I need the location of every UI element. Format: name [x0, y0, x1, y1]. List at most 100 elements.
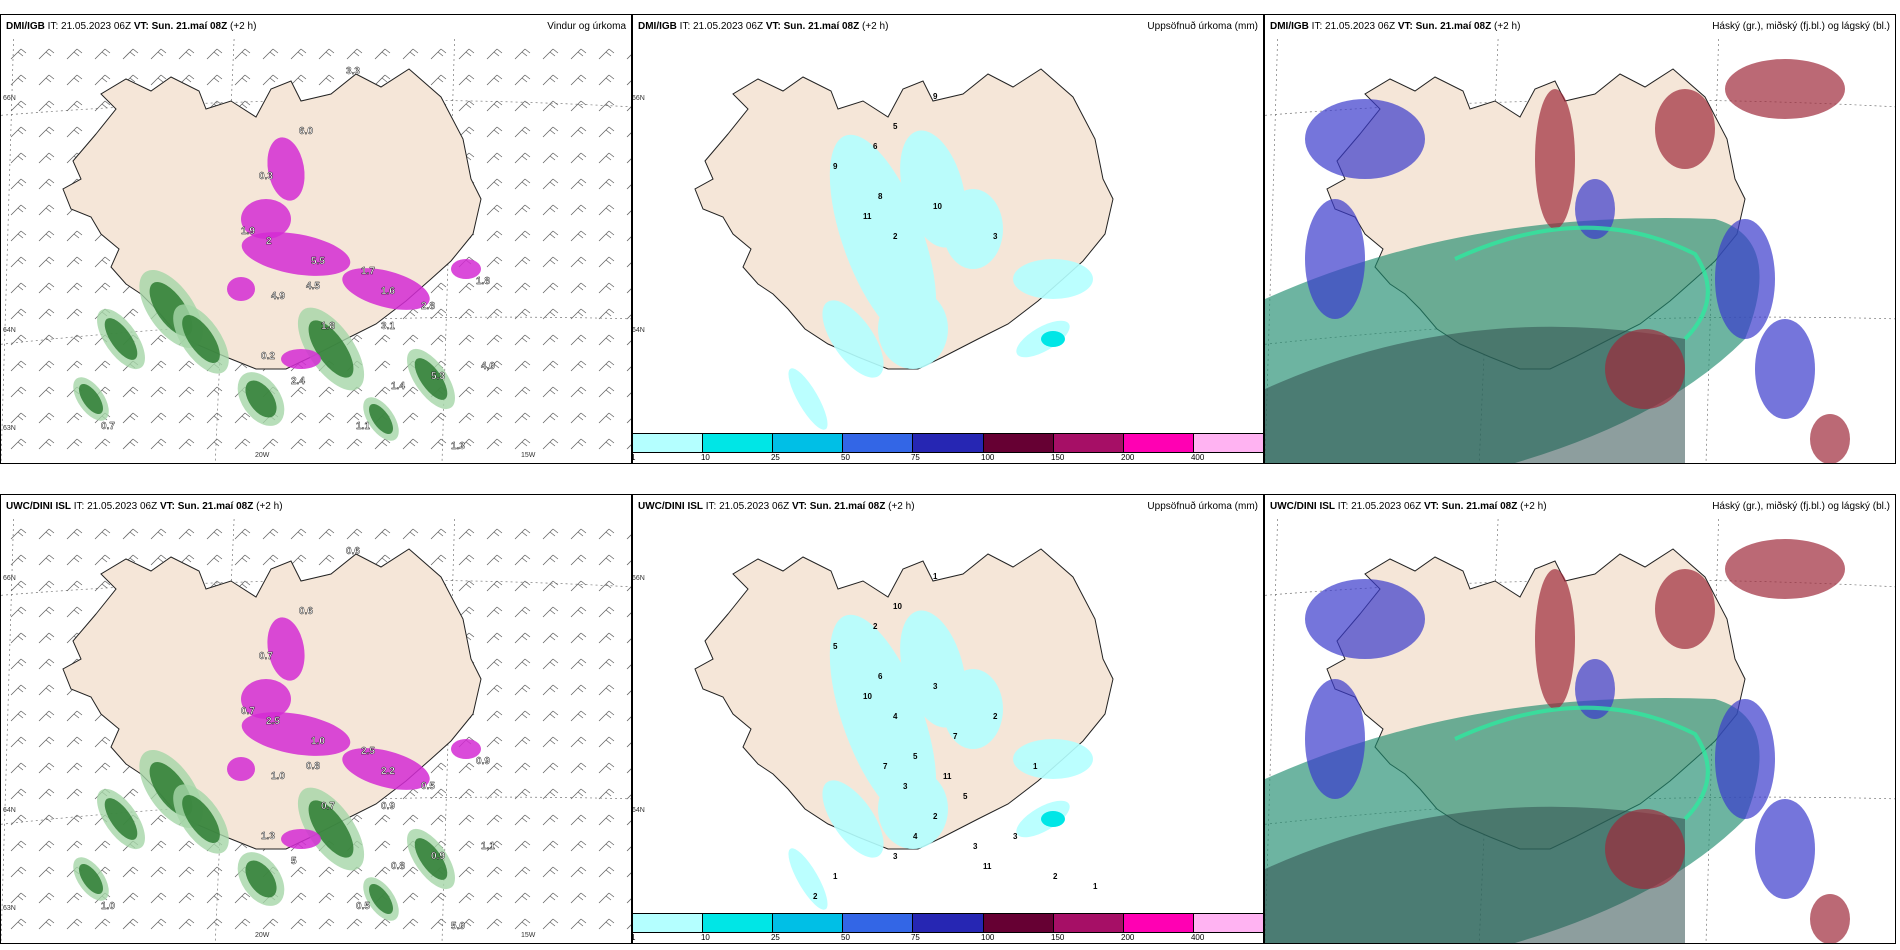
init-time: 21.05.2023 06Z — [61, 21, 132, 32]
precip-value-label: 1.0 — [311, 736, 325, 747]
lon-label-20w: 20W — [255, 452, 270, 459]
valid-time-label: VT: — [1423, 501, 1439, 512]
valid-time: Sun. 21.maí 08Z — [1415, 21, 1492, 32]
lon-label-20w: 20W — [255, 932, 270, 939]
precip-value-label: 4.0 — [481, 361, 495, 372]
mid-cloud-area — [1305, 679, 1365, 799]
colorbar-tick-label: 75 — [910, 453, 920, 462]
high-cloud-area — [1725, 59, 1845, 119]
precip-value-label: 1.1 — [481, 841, 495, 852]
accum-precip-peak — [1041, 811, 1065, 827]
lon-label-15w: 15W — [521, 932, 536, 939]
precip-value-label: 4.9 — [271, 291, 285, 302]
precip-value-label: 5.0 — [451, 921, 465, 932]
high-cloud-area — [1535, 89, 1575, 229]
precip-value-label: 0.7 — [241, 706, 255, 717]
colorbar: 1 10 25 50 75 100 150 200 400 — [633, 913, 1263, 943]
lead-time: (+2 h) — [256, 501, 283, 512]
cloud-cover-map — [1265, 39, 1895, 463]
accum-value-label: 3 — [933, 682, 938, 691]
lat-label-mid: 64N — [632, 327, 645, 334]
accum-value-label: 3 — [993, 232, 998, 241]
lat-label-top: 66N — [632, 95, 645, 102]
precip-value-labels: 3.3 6.0 0.3 1.9 2 5.5 1.7 1.6 2.8 3.1 4.9 4.5 1.8 5.3… — [101, 66, 496, 452]
high-cloud-area — [1605, 329, 1685, 409]
precip-value-label: 1.7 — [361, 266, 375, 277]
lat-label-mid: 64N — [632, 807, 645, 814]
accum-value-label: 9 — [833, 162, 838, 171]
high-cloud-area — [1810, 414, 1850, 463]
accum-value-label: 4 — [913, 832, 918, 841]
accum-value-label: 5 — [833, 642, 838, 651]
panel-uwc-cloud: UWC/DINI ISL IT: 21.05.2023 06Z VT: Sun.… — [1264, 494, 1896, 944]
precip-value-labels: 0.6 0.6 0.7 0.7 2.5 1.0 2.5 2.2 0.5 0.9 1.0 0.8 0.7 0… — [101, 546, 496, 932]
accum-value-label: 10 — [933, 202, 942, 211]
valid-time-label: VT: — [1397, 21, 1413, 32]
colorbar-swatch — [773, 434, 844, 452]
accum-precip-map: 9 5 6 9 8 11 10 2 3 — [694, 68, 1114, 430]
precip-value-label: 0.9 — [381, 801, 395, 812]
panel-header: UWC/DINI ISL IT: 21.05.2023 06Z VT: Sun.… — [633, 495, 1263, 519]
lead-time: (+2 h) — [862, 21, 889, 32]
colorbar-tick-label: 400 — [1190, 933, 1205, 942]
colorbar-tick-label: 75 — [910, 933, 920, 942]
precipitation-areas — [73, 137, 481, 441]
precip-value-label: 2.8 — [421, 301, 435, 312]
lead-time: (+2 h) — [1520, 501, 1547, 512]
precip-value-label: 0.3 — [259, 171, 273, 182]
accum-value-label: 1 — [833, 872, 838, 881]
colorbar-swatch — [633, 914, 704, 932]
precip-value-label: 0.2 — [261, 351, 275, 362]
precip-value-label: 0.7 — [321, 801, 335, 812]
precip-value-label: 4.5 — [306, 281, 320, 292]
precip-value-label: 0.8 — [391, 861, 405, 872]
accum-value-label: 3 — [903, 782, 908, 791]
colorbar-swatch — [983, 434, 1054, 452]
accum-value-label: 2 — [893, 232, 898, 241]
accum-value-label: 2 — [993, 712, 998, 721]
precip-value-label: 3.1 — [381, 321, 395, 332]
colorbar-swatch — [983, 914, 1054, 932]
precip-value-label: 0.7 — [101, 421, 115, 432]
precip-value-label: 3.3 — [346, 66, 360, 77]
accum-value-label: 2 — [1053, 872, 1058, 881]
colorbar-tick-label: 150 — [1051, 933, 1065, 942]
panel-title: Uppsöfnuð úrkoma (mm) — [1147, 21, 1258, 32]
colorbar-tick-label: 200 — [1121, 453, 1135, 462]
cloud-cover-map — [1265, 519, 1895, 943]
high-cloud-area — [1655, 89, 1715, 169]
mid-cloud-area — [1575, 659, 1615, 719]
colorbar-swatch — [633, 434, 704, 452]
colorbar-tick-label: 400 — [1190, 453, 1205, 462]
precipitation-areas — [73, 617, 481, 921]
colorbar-swatches — [633, 433, 1263, 453]
precip-value-label: 2.5 — [266, 716, 280, 727]
panel-header: DMI/IGB IT: 21.05.2023 06Z VT: Sun. 21.m… — [633, 15, 1263, 39]
colorbar-tick-label: 50 — [841, 933, 850, 942]
colorbar-tick-label: 10 — [700, 933, 710, 942]
accum-value-label: 11 — [863, 212, 872, 221]
mid-cloud-area — [1575, 179, 1615, 239]
panel-title: Háský (gr.), miðský (fj.bl.) og lágský (… — [1712, 501, 1890, 512]
accum-value-label: 3 — [973, 842, 978, 851]
accum-precip-peak — [1041, 331, 1065, 347]
precip-value-label: 2.4 — [291, 376, 305, 387]
high-cloud-area — [1535, 569, 1575, 709]
accum-value-labels: 9 5 6 9 8 11 10 2 3 — [833, 92, 998, 241]
precip-value-label: 2.2 — [381, 766, 395, 777]
colorbar-tick-label: 100 — [981, 453, 995, 462]
lon-label-15w: 15W — [521, 452, 536, 459]
accum-value-label: 5 — [893, 122, 898, 131]
precip-value-label: 6.0 — [299, 126, 313, 137]
panel-dmi-accum: DMI/IGB IT: 21.05.2023 06Z VT: Sun. 21.m… — [632, 14, 1264, 464]
lat-label-top: 66N — [3, 575, 16, 582]
panel-title: Háský (gr.), miðský (fj.bl.) og lágský (… — [1712, 21, 1890, 32]
high-cloud-area — [1810, 894, 1850, 943]
panel-header: UWC/DINI ISL IT: 21.05.2023 06Z VT: Sun.… — [1265, 495, 1895, 519]
lead-time: (+2 h) — [888, 501, 915, 512]
accum-value-label: 7 — [883, 762, 888, 771]
valid-time: Sun. 21.maí 08Z — [783, 21, 860, 32]
mid-cloud-area — [1755, 319, 1815, 419]
colorbar-swatch — [1123, 434, 1194, 452]
cloud-layers — [1265, 539, 1850, 943]
